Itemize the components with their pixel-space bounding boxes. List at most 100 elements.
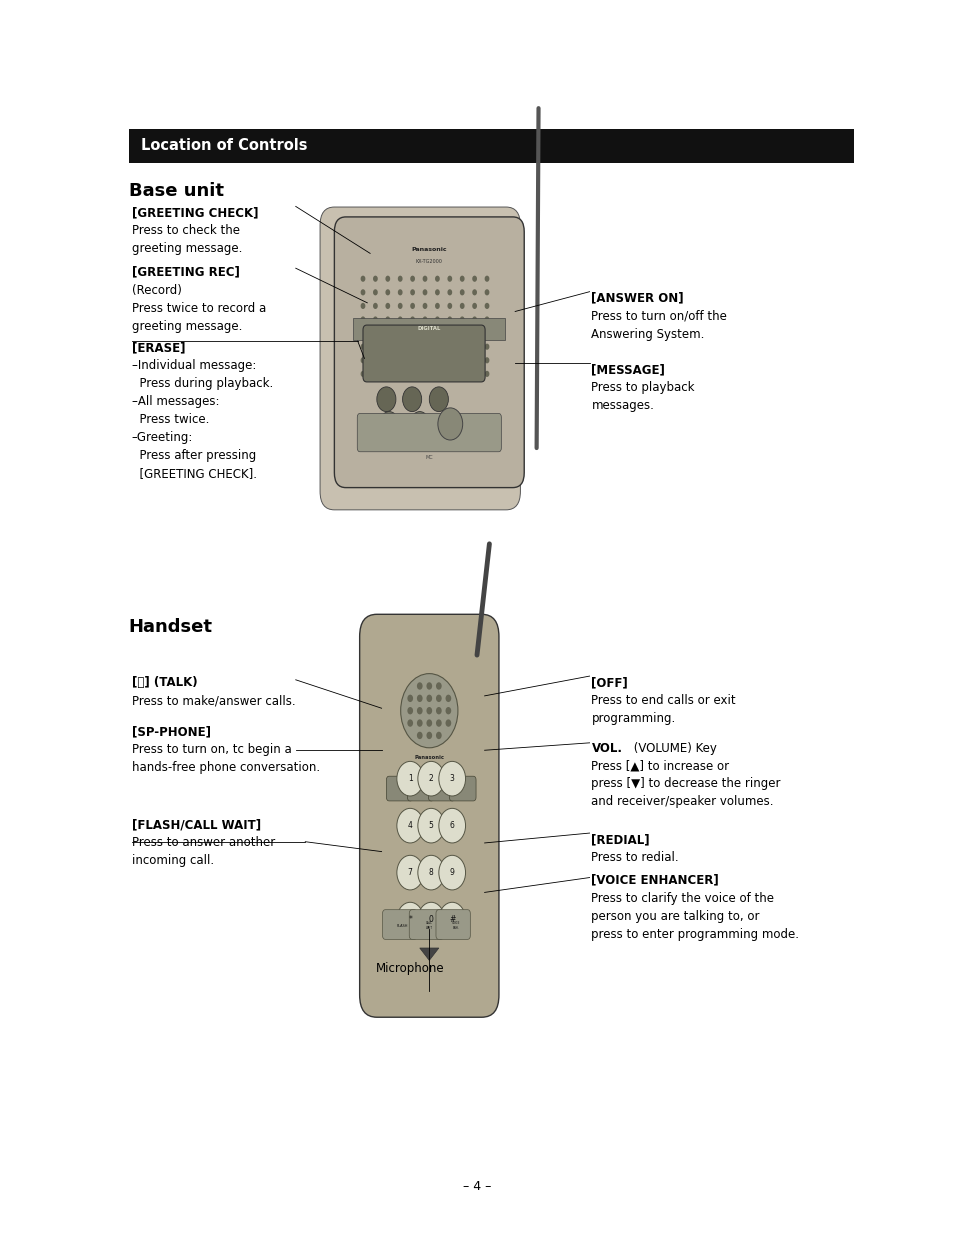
Circle shape bbox=[422, 316, 427, 323]
Circle shape bbox=[436, 695, 441, 702]
Text: MC: MC bbox=[425, 456, 433, 461]
Circle shape bbox=[416, 682, 422, 690]
Text: [ERASE]: [ERASE] bbox=[132, 341, 185, 355]
Circle shape bbox=[410, 330, 415, 336]
Circle shape bbox=[484, 344, 489, 350]
Circle shape bbox=[410, 412, 429, 436]
Circle shape bbox=[459, 316, 464, 323]
Circle shape bbox=[417, 855, 444, 890]
Circle shape bbox=[385, 303, 390, 309]
Circle shape bbox=[426, 732, 432, 739]
Circle shape bbox=[419, 816, 438, 840]
Text: greeting message.: greeting message. bbox=[132, 242, 242, 256]
Circle shape bbox=[416, 732, 422, 739]
Circle shape bbox=[484, 276, 489, 282]
Circle shape bbox=[472, 316, 476, 323]
Circle shape bbox=[373, 276, 377, 282]
Circle shape bbox=[459, 344, 464, 350]
Circle shape bbox=[360, 330, 365, 336]
Circle shape bbox=[360, 371, 365, 377]
Text: *: * bbox=[408, 915, 412, 925]
Circle shape bbox=[435, 289, 439, 295]
FancyBboxPatch shape bbox=[409, 910, 443, 939]
Circle shape bbox=[397, 357, 402, 363]
Circle shape bbox=[438, 761, 465, 796]
Circle shape bbox=[373, 316, 377, 323]
Circle shape bbox=[385, 357, 390, 363]
Circle shape bbox=[373, 371, 377, 377]
Text: [GREETING CHECK]: [GREETING CHECK] bbox=[132, 206, 258, 220]
Circle shape bbox=[435, 303, 439, 309]
Circle shape bbox=[459, 276, 464, 282]
Circle shape bbox=[426, 695, 432, 702]
Circle shape bbox=[396, 808, 423, 843]
Circle shape bbox=[402, 387, 421, 412]
Circle shape bbox=[447, 289, 452, 295]
Circle shape bbox=[459, 303, 464, 309]
FancyBboxPatch shape bbox=[363, 325, 484, 382]
Text: Microphone: Microphone bbox=[375, 962, 444, 975]
Text: messages.: messages. bbox=[591, 399, 654, 413]
Circle shape bbox=[436, 719, 441, 727]
Circle shape bbox=[422, 344, 427, 350]
Text: –Greeting:: –Greeting: bbox=[132, 430, 193, 444]
Circle shape bbox=[459, 289, 464, 295]
Circle shape bbox=[484, 371, 489, 377]
Circle shape bbox=[422, 371, 427, 377]
Text: [GREETING CHECK].: [GREETING CHECK]. bbox=[132, 466, 256, 480]
FancyBboxPatch shape bbox=[449, 776, 476, 801]
Circle shape bbox=[435, 371, 439, 377]
Text: Location of Controls: Location of Controls bbox=[141, 138, 308, 153]
Circle shape bbox=[435, 330, 439, 336]
Circle shape bbox=[426, 719, 432, 727]
Circle shape bbox=[445, 719, 451, 727]
Circle shape bbox=[410, 276, 415, 282]
Circle shape bbox=[445, 695, 451, 702]
Text: [⤶] (TALK): [⤶] (TALK) bbox=[132, 676, 197, 690]
Circle shape bbox=[385, 371, 390, 377]
Circle shape bbox=[422, 303, 427, 309]
Circle shape bbox=[422, 357, 427, 363]
Circle shape bbox=[416, 707, 422, 714]
Circle shape bbox=[435, 344, 439, 350]
Text: 9: 9 bbox=[449, 868, 455, 878]
FancyBboxPatch shape bbox=[407, 776, 434, 801]
Circle shape bbox=[447, 357, 452, 363]
Text: [REDIAL]: [REDIAL] bbox=[591, 833, 649, 847]
Text: press [▼] to decrease the ringer: press [▼] to decrease the ringer bbox=[591, 777, 781, 791]
Circle shape bbox=[484, 316, 489, 323]
Text: – 4 –: – 4 – bbox=[462, 1180, 491, 1193]
Circle shape bbox=[472, 371, 476, 377]
Circle shape bbox=[385, 289, 390, 295]
Circle shape bbox=[436, 732, 441, 739]
Circle shape bbox=[410, 289, 415, 295]
Text: person you are talking to, or: person you are talking to, or bbox=[591, 910, 760, 923]
Text: [OFF]: [OFF] bbox=[591, 676, 628, 690]
Circle shape bbox=[459, 357, 464, 363]
Circle shape bbox=[417, 761, 444, 796]
Text: greeting message.: greeting message. bbox=[132, 319, 242, 332]
Circle shape bbox=[472, 303, 476, 309]
FancyBboxPatch shape bbox=[386, 776, 413, 801]
Text: [MESSAGE]: [MESSAGE] bbox=[591, 363, 664, 377]
Circle shape bbox=[438, 902, 465, 937]
Circle shape bbox=[429, 387, 448, 412]
Circle shape bbox=[373, 289, 377, 295]
Circle shape bbox=[360, 344, 365, 350]
Text: Press [▲] to increase or: Press [▲] to increase or bbox=[591, 759, 729, 772]
Text: Press to clarify the voice of the: Press to clarify the voice of the bbox=[591, 892, 774, 905]
Text: Panasonic: Panasonic bbox=[414, 755, 444, 760]
Circle shape bbox=[417, 902, 444, 937]
Circle shape bbox=[410, 316, 415, 323]
Text: 8: 8 bbox=[429, 868, 433, 878]
Circle shape bbox=[400, 674, 457, 748]
Text: 3: 3 bbox=[449, 774, 455, 784]
Text: press to enter programming mode.: press to enter programming mode. bbox=[591, 927, 799, 941]
Circle shape bbox=[447, 303, 452, 309]
Circle shape bbox=[373, 344, 377, 350]
Polygon shape bbox=[419, 948, 438, 960]
Circle shape bbox=[472, 276, 476, 282]
Text: KX-TG2000: KX-TG2000 bbox=[416, 260, 442, 265]
Circle shape bbox=[410, 344, 415, 350]
Text: DIGITAL: DIGITAL bbox=[417, 326, 440, 331]
